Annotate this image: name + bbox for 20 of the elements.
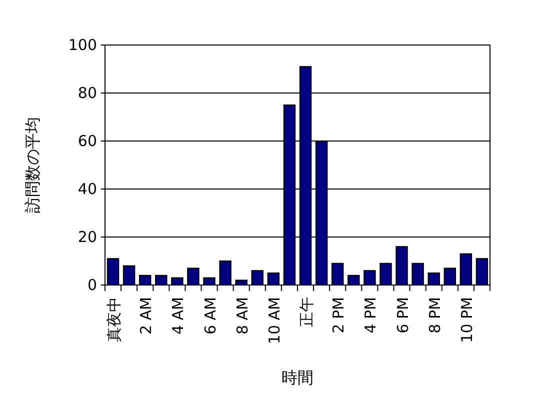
x-tick-label: 8 AM — [233, 297, 252, 335]
y-tick-label: 100 — [68, 36, 97, 54]
y-tick-label: 20 — [78, 228, 97, 246]
x-tick-label: 6 AM — [201, 297, 220, 335]
x-tick-label: 10 AM — [265, 297, 284, 344]
y-tick-label: 0 — [87, 276, 97, 294]
y-axis-title: 訪問数の平均 — [23, 117, 42, 213]
x-tick-label: 4 AM — [169, 297, 188, 335]
x-tick-label: 2 AM — [137, 297, 156, 335]
y-tick-label: 60 — [78, 132, 97, 150]
x-tick-label: 正午 — [298, 297, 316, 327]
x-axis-title: 時間 — [282, 368, 314, 387]
x-tick-label: 6 PM — [394, 297, 412, 334]
y-tick-label: 80 — [78, 84, 97, 102]
x-tick-label: 8 PM — [426, 297, 444, 334]
x-tick-label: 10 PM — [458, 297, 476, 343]
x-tick-label: 真夜中 — [105, 297, 124, 342]
y-tick-label: 40 — [78, 180, 97, 198]
x-tick-label: 4 PM — [362, 297, 380, 334]
x-tick-label: 2 PM — [330, 297, 348, 334]
